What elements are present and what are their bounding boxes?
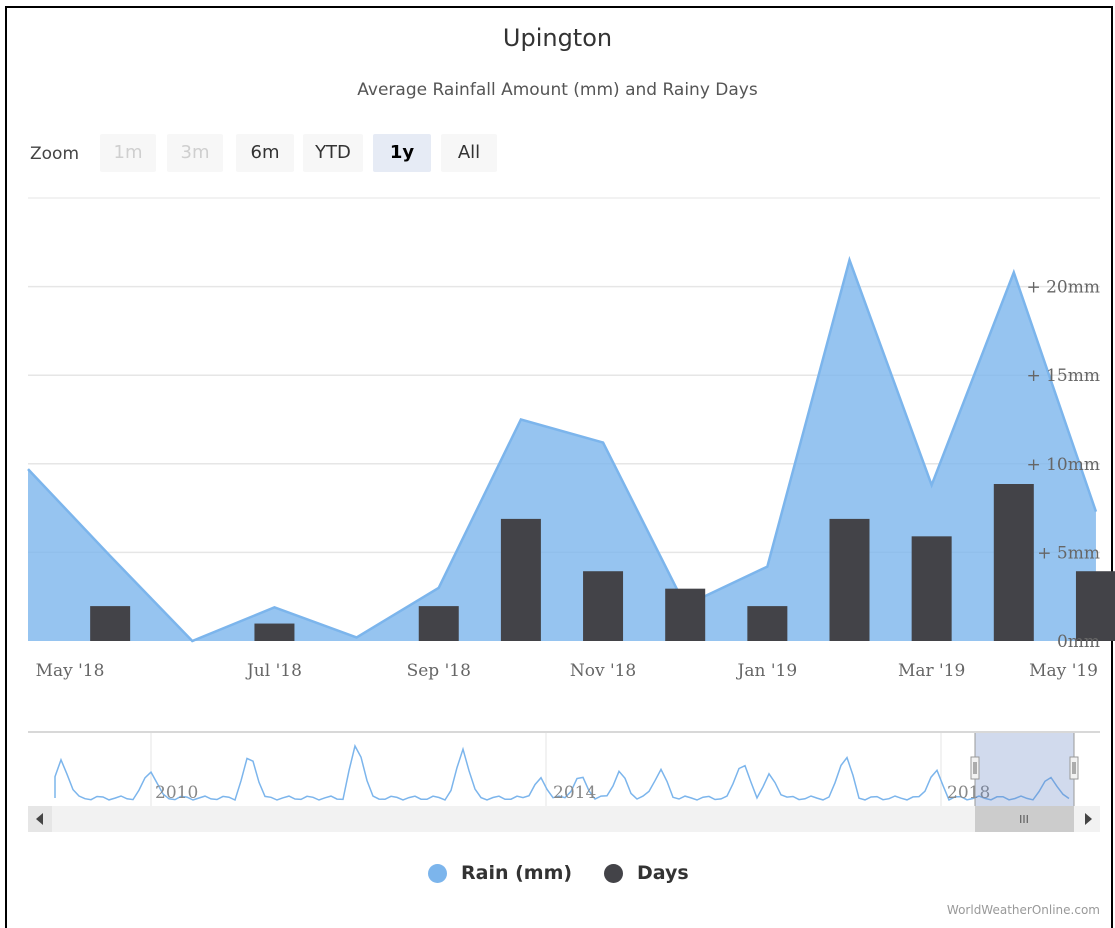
days-bar-9 bbox=[747, 606, 788, 641]
days-bar-8 bbox=[665, 588, 706, 641]
scrollbar-thumb[interactable] bbox=[975, 806, 1074, 832]
zoom-1y-button[interactable]: 1y bbox=[373, 134, 431, 172]
x-tick-label-4: Jan '19 bbox=[736, 661, 798, 681]
legend-item-rain[interactable]: Rain (mm) bbox=[428, 862, 572, 884]
zoom-all-button[interactable]: All bbox=[441, 134, 497, 172]
rain-area bbox=[28, 260, 1096, 641]
y-tick-label-2: + 10mm bbox=[1026, 455, 1100, 475]
navigator-selection-mask bbox=[975, 733, 1074, 806]
zoom-3m-button[interactable]: 3m bbox=[167, 134, 223, 172]
y-tick-label-0: 0mm bbox=[1057, 632, 1100, 652]
y-tick-label-4: + 20mm bbox=[1026, 278, 1100, 298]
scrollbar-grip-icon: III bbox=[1019, 813, 1029, 826]
days-bar-12 bbox=[993, 484, 1034, 641]
legend-days-label: Days bbox=[637, 862, 689, 884]
legend-rain-label: Rain (mm) bbox=[461, 862, 573, 884]
x-tick-label-0: May '18 bbox=[36, 661, 105, 681]
days-bar-10 bbox=[829, 518, 870, 641]
days-bar-11 bbox=[911, 536, 952, 641]
x-tick-label-6: May '19 bbox=[1029, 661, 1098, 681]
days-bar-1 bbox=[90, 606, 131, 641]
y-tick-label-1: + 5mm bbox=[1037, 543, 1100, 563]
legend-rain-marker bbox=[428, 863, 447, 883]
days-bar-7 bbox=[583, 571, 624, 641]
legend-days-marker bbox=[604, 863, 623, 883]
credit-link[interactable]: WorldWeatherOnline.com bbox=[946, 903, 1100, 917]
legend: Rain (mm) Days bbox=[0, 862, 1115, 892]
zoom-ytd-button[interactable]: YTD bbox=[303, 134, 363, 172]
scrollbar-track[interactable] bbox=[28, 806, 1100, 832]
scrollbar-right-arrow-icon bbox=[1085, 813, 1092, 825]
zoom-1m-button[interactable]: 1m bbox=[100, 134, 156, 172]
scrollbar-left-arrow-icon bbox=[36, 813, 43, 825]
navigator-handle-body-0 bbox=[970, 756, 980, 780]
chart-title: Upington bbox=[502, 24, 613, 52]
legend-item-days[interactable]: Days bbox=[604, 862, 689, 884]
days-bar-3 bbox=[254, 623, 295, 641]
days-bar-13 bbox=[1075, 571, 1115, 641]
zoom-6m-button[interactable]: 6m bbox=[236, 134, 294, 172]
navigator-series-line bbox=[54, 743, 1070, 802]
zoom-label: Zoom bbox=[30, 144, 80, 164]
navigator-year-label-2: 2018 bbox=[947, 783, 990, 803]
x-tick-label-5: Mar '19 bbox=[898, 661, 965, 681]
navigator-handle-body-1 bbox=[1069, 756, 1079, 780]
y-tick-label-3: + 15mm bbox=[1026, 366, 1100, 386]
navigator-year-label-0: 2010 bbox=[155, 783, 198, 803]
chart-subtitle: Average Rainfall Amount (mm) and Rainy D… bbox=[357, 80, 758, 100]
navigator-year-label-1: 2014 bbox=[553, 783, 596, 803]
x-tick-label-1: Jul '18 bbox=[245, 661, 302, 681]
x-tick-label-2: Sep '18 bbox=[407, 661, 471, 681]
days-bar-6 bbox=[500, 518, 541, 641]
rain-line bbox=[27, 255, 1098, 643]
days-bar-5 bbox=[418, 606, 459, 641]
navigator-right-handle[interactable] bbox=[1069, 756, 1079, 780]
navigator-left-handle[interactable] bbox=[970, 756, 980, 780]
x-tick-label-3: Nov '18 bbox=[570, 661, 636, 681]
